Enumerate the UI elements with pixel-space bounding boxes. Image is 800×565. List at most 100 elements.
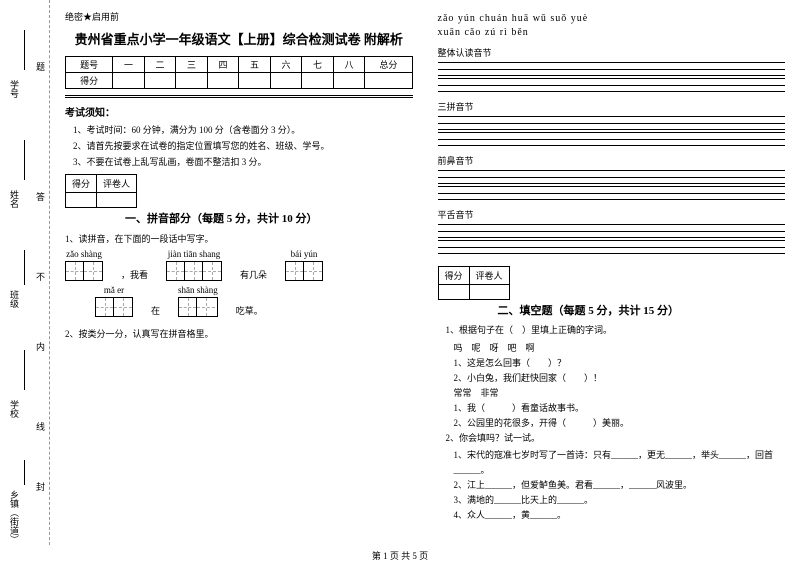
notice-item: 2、请首先按要求在试卷的指定位置填写您的姓名、班级、学号。 — [73, 139, 413, 152]
fill-item: 1、我（ ）看童话故事书。 — [454, 401, 786, 414]
category-label: 前鼻音节 — [438, 154, 786, 167]
score-cell[interactable] — [207, 73, 239, 89]
notice-title: 考试须知： — [65, 104, 413, 119]
header-cell: 题号 — [66, 57, 113, 73]
inline-text: 吃草。 — [236, 304, 263, 317]
score-cell[interactable] — [333, 73, 365, 89]
eval-header: 得分 — [66, 175, 97, 193]
notice-item: 3、不要在试卷上乱写乱画，卷面不整洁扣 3 分。 — [73, 155, 413, 168]
write-lines[interactable] — [438, 224, 786, 238]
pinyin-block: shān shàng — [178, 285, 218, 317]
score-cell[interactable] — [270, 73, 302, 89]
fill-item: 2、公园里的花很多，开得（ ）美丽。 — [454, 416, 786, 429]
table-row: 题号 一 二 三 四 五 六 七 八 总分 — [66, 57, 413, 73]
left-column: 绝密★启用前 贵州省重点小学一年级语文【上册】综合检测试卷 附解析 题号 一 二… — [65, 10, 413, 535]
exam-page: 乡镇（街道） 学校 班级 姓名 学号 封 线 内 不 答 题 绝密★启用前 贵州… — [0, 0, 800, 545]
fill-item: 2、江上______，但爱鲈鱼美。君看______，______风波里。 — [454, 478, 786, 491]
section-title: 一、拼音部分（每题 5 分，共计 10 分） — [125, 210, 413, 226]
seal-mark: 不 — [36, 270, 45, 283]
score-cell[interactable] — [176, 73, 208, 89]
score-label: 得分 — [66, 73, 113, 89]
binding-line — [24, 30, 25, 70]
right-column: zǎo yún chuán huā wū suǒ yuè xuān cǎo zú… — [438, 10, 786, 535]
category-label: 三拼音节 — [438, 100, 786, 113]
write-lines[interactable] — [438, 62, 786, 76]
pinyin-label: shān shàng — [178, 285, 218, 295]
pinyin-label: jiàn tiān shang — [166, 249, 222, 259]
eval-table: 得分评卷人 — [438, 266, 510, 300]
question-text: 2、按类分一分，认真写在拼音格里。 — [65, 327, 413, 340]
pinyin-label: mǎ er — [95, 285, 133, 295]
header-cell: 总分 — [365, 57, 412, 73]
fill-item: ______。 — [454, 463, 786, 476]
pinyin-list: zǎo yún chuán huā wū suǒ yuè — [438, 13, 786, 24]
exam-title: 贵州省重点小学一年级语文【上册】综合检测试卷 附解析 — [65, 29, 413, 48]
header-cell: 二 — [144, 57, 176, 73]
binding-margin: 乡镇（街道） 学校 班级 姓名 学号 封 线 内 不 答 题 — [0, 0, 50, 545]
char-grid[interactable] — [95, 297, 133, 317]
pinyin-block: bái yún — [285, 249, 323, 281]
eval-cell[interactable] — [66, 193, 97, 208]
score-table: 题号 一 二 三 四 五 六 七 八 总分 得分 — [65, 56, 413, 89]
eval-cell[interactable] — [469, 285, 509, 300]
pinyin-block: mǎ er — [95, 285, 133, 317]
question-text: 2、你会填吗？试一试。 — [446, 432, 786, 446]
binding-line — [24, 250, 25, 285]
eval-header: 评卷人 — [469, 267, 509, 285]
score-cell[interactable] — [113, 73, 145, 89]
fill-item: 4、众人______，黄______。 — [454, 508, 786, 521]
eval-cell[interactable] — [97, 193, 137, 208]
inline-text: ，我看 — [121, 268, 148, 281]
binding-label: 学校 — [8, 400, 21, 418]
seal-mark: 线 — [36, 420, 45, 433]
seal-mark: 封 — [36, 480, 45, 493]
pinyin-label: zǎo shàng — [65, 249, 103, 259]
content-columns: 绝密★启用前 贵州省重点小学一年级语文【上册】综合检测试卷 附解析 题号 一 二… — [50, 0, 800, 545]
eval-header: 得分 — [438, 267, 469, 285]
category-label: 整体认读音节 — [438, 46, 786, 59]
binding-label: 乡镇（街道） — [8, 490, 21, 544]
write-lines[interactable] — [438, 132, 786, 146]
page-footer: 第 1 页 共 5 页 — [0, 549, 800, 562]
score-cell[interactable] — [144, 73, 176, 89]
pinyin-row: zǎo shàng ，我看 jiàn tiān shang 有几朵 bái yú… — [65, 249, 413, 281]
binding-label: 姓名 — [8, 190, 21, 208]
header-cell: 一 — [113, 57, 145, 73]
char-grid[interactable] — [166, 261, 222, 281]
write-lines[interactable] — [438, 78, 786, 92]
eval-cell[interactable] — [438, 285, 469, 300]
fill-item: 1、宋代的寇准七岁时写了一首诗：只有______，更无______，举头____… — [454, 448, 786, 461]
header-cell: 六 — [270, 57, 302, 73]
header-cell: 四 — [207, 57, 239, 73]
char-grid[interactable] — [178, 297, 218, 317]
binding-line — [24, 140, 25, 180]
score-cell[interactable] — [365, 73, 412, 89]
char-grid[interactable] — [285, 261, 323, 281]
seal-mark: 内 — [36, 340, 45, 353]
write-lines[interactable] — [438, 116, 786, 130]
pinyin-block: zǎo shàng — [65, 249, 103, 281]
score-cell[interactable] — [302, 73, 334, 89]
section-title: 二、填空题（每题 5 分，共计 15 分） — [498, 302, 786, 318]
binding-line — [24, 460, 25, 485]
write-lines[interactable] — [438, 186, 786, 200]
notice-item: 1、考试时间：60 分钟，满分为 100 分（含卷面分 3 分）。 — [73, 123, 413, 136]
binding-label: 班级 — [8, 290, 21, 308]
binding-line — [24, 350, 25, 390]
fill-item: 1、这是怎么回事（ ）？ — [454, 356, 786, 369]
char-grid[interactable] — [65, 261, 103, 281]
options-text: 常常 非常 — [454, 386, 786, 399]
header-cell: 五 — [239, 57, 271, 73]
pinyin-list: xuān cǎo zú rì běn — [438, 27, 786, 38]
divider — [65, 95, 413, 98]
write-lines[interactable] — [438, 170, 786, 184]
seal-mark: 答 — [36, 190, 45, 203]
write-lines[interactable] — [438, 240, 786, 254]
score-cell[interactable] — [239, 73, 271, 89]
header-cell: 八 — [333, 57, 365, 73]
header-cell: 七 — [302, 57, 334, 73]
category-label: 平舌音节 — [438, 208, 786, 221]
pinyin-label: bái yún — [285, 249, 323, 259]
eval-table: 得分评卷人 — [65, 174, 137, 208]
question-text: 1、读拼音，在下面的一段话中写字。 — [65, 232, 413, 245]
